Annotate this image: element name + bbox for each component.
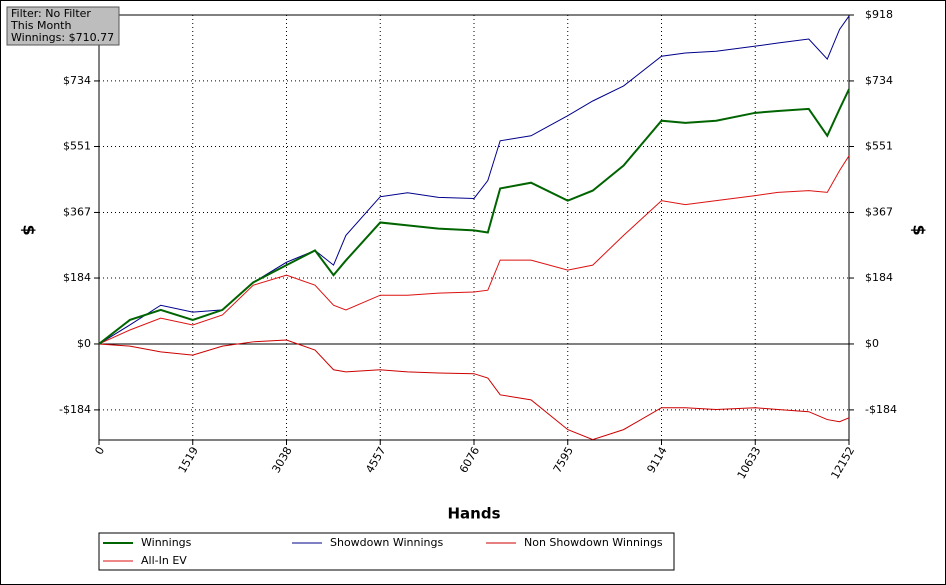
y2-tick-label: $734: [865, 74, 893, 87]
y-tick-label: $184: [63, 271, 91, 284]
y2-tick-label: -$184: [865, 403, 897, 416]
grid: [98, 14, 850, 440]
series-line: [98, 339, 850, 441]
filter-box: [6, 6, 120, 46]
y-tick-label: -$184: [59, 403, 91, 416]
y2-tick-label: $551: [865, 140, 893, 153]
y-tick-label: $0: [77, 337, 91, 350]
legend-items: Winnings Showdown Winnings Non Showdown Wi…: [103, 536, 663, 567]
y-axis-label: $: [20, 224, 39, 235]
y2-tick-label: $367: [865, 205, 893, 218]
lines: [98, 15, 850, 441]
legend: [98, 532, 675, 571]
y2-tick-label: $0: [865, 337, 879, 350]
x-axis-label: Hands: [447, 505, 500, 523]
y-tick-label: $734: [63, 74, 91, 87]
y-tick-label: $551: [63, 140, 91, 153]
series-line: [98, 88, 850, 345]
filter-line: This Month: [10, 19, 71, 32]
legend-label: Non Showdown Winnings: [524, 536, 663, 549]
legend-label: Showdown Winnings: [330, 536, 444, 549]
filter-line: Filter: No Filter: [11, 7, 91, 20]
legend-label: All-In EV: [141, 554, 187, 567]
legend-label: Winnings: [141, 536, 192, 549]
y2-tick-label: $184: [865, 271, 893, 284]
y-tick-label: $367: [63, 205, 91, 218]
y2-axis-label: $: [910, 224, 929, 235]
series-line: [98, 155, 850, 345]
y2-tick-label: $918: [865, 8, 893, 21]
filter-line: Winnings: $710.77: [11, 31, 114, 44]
